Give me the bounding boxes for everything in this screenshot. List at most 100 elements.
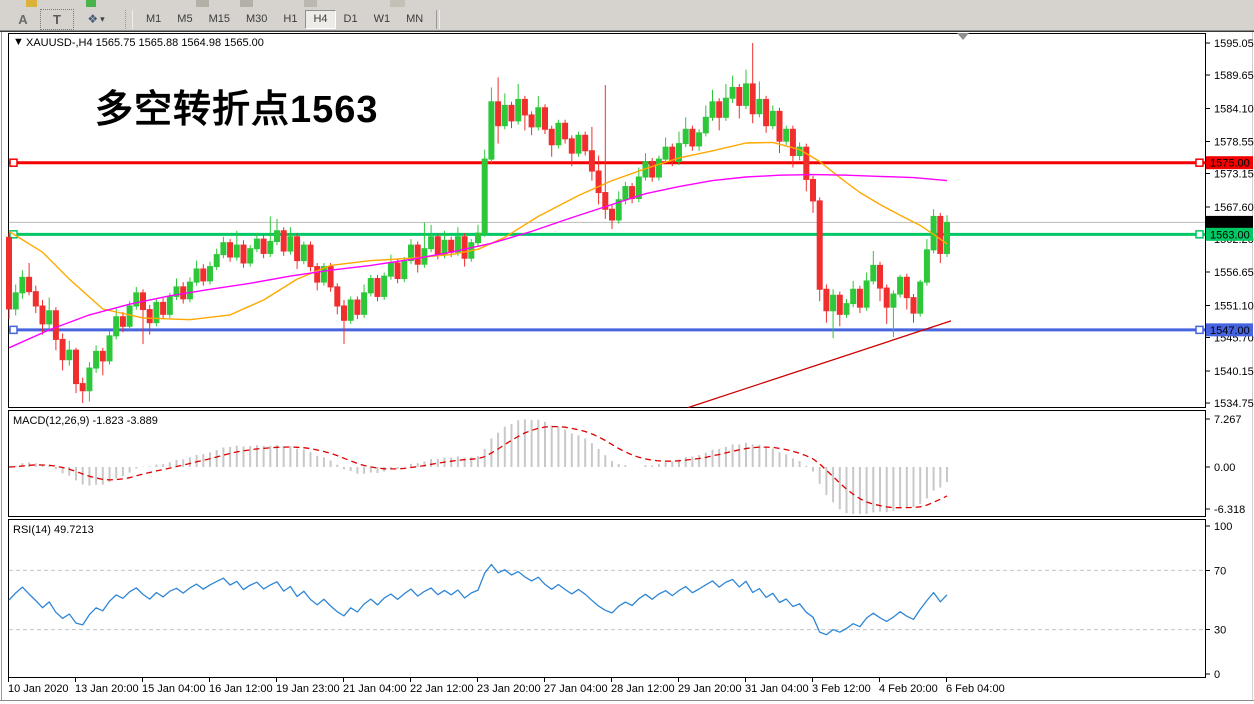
price-tick-label: 1589.65 (1214, 70, 1254, 82)
time-tick-label: 27 Jan 04:00 (544, 683, 608, 695)
candle (287, 227, 294, 255)
candle (562, 119, 569, 144)
candle (903, 273, 910, 310)
pane-macd (8, 410, 1206, 517)
hline-handle[interactable] (1195, 230, 1204, 239)
candle (810, 175, 816, 213)
candle (528, 111, 535, 136)
candle (749, 43, 756, 124)
candle (233, 230, 240, 261)
rsi-title: RSI(14) 49.7213 (13, 524, 94, 536)
candle (334, 283, 341, 315)
timeframe-button-h4[interactable]: H4 (305, 9, 336, 29)
candle (870, 251, 877, 285)
arrow-tool-button[interactable]: A (18, 11, 28, 27)
candle (99, 347, 106, 376)
candle (937, 212, 944, 263)
macd-title: MACD(12,26,9) -1.823 -3.889 (13, 415, 158, 427)
candle (394, 259, 401, 284)
candle (200, 264, 207, 286)
timeframe-button-m30[interactable]: M30 (245, 13, 268, 25)
candle (153, 298, 160, 327)
candle (267, 216, 274, 258)
timeframe-button-m5[interactable]: M5 (177, 13, 193, 25)
timeframe-button-m1[interactable]: M1 (146, 13, 162, 25)
candle (119, 311, 126, 333)
timeframe-button-mn[interactable]: MN (406, 13, 424, 25)
hline-handle[interactable] (9, 325, 18, 335)
candle (655, 155, 662, 181)
trendline[interactable] (688, 320, 952, 409)
time-tick-label: 21 Jan 04:00 (343, 683, 407, 695)
candle (32, 285, 39, 314)
price-badge-label: 1563.00 (1210, 229, 1250, 241)
annotation-text[interactable]: 多空转折点1563 (95, 89, 379, 131)
candle (106, 331, 113, 365)
candle (354, 296, 361, 320)
hline-handle[interactable] (1195, 325, 1204, 335)
arrows-dropdown-button[interactable]: ❖ ▾ (74, 9, 118, 30)
candle (475, 224, 481, 247)
candle (193, 260, 200, 286)
candle (46, 297, 53, 329)
clipped-icon (196, 0, 209, 7)
candle (93, 345, 100, 373)
hline-handle[interactable] (1195, 158, 1204, 167)
time-tick-label: 16 Jan 12:00 (209, 683, 273, 695)
rsi-tick-label: 30 (1214, 625, 1226, 637)
hline-handle[interactable] (9, 158, 18, 167)
candle (722, 83, 729, 121)
macd-tick-label: 7.267 (1214, 414, 1242, 426)
time-tick-label: 23 Jan 20:00 (477, 683, 541, 695)
rsi-tick-label: 100 (1214, 521, 1232, 533)
time-tick-label: 13 Jan 20:00 (75, 683, 139, 695)
candle (341, 300, 347, 345)
candle (830, 289, 837, 339)
timeframe-button-w1[interactable]: W1 (373, 13, 391, 25)
candle (52, 307, 59, 351)
toolbar: A T ❖ ▾ M1 M5 M15 M30 H1 H4 D1 W1 MN (0, 8, 1254, 31)
ma-fast-line (8, 141, 948, 321)
candle (843, 298, 850, 318)
rsi-tick-label: 0 (1214, 669, 1220, 681)
candle (823, 284, 830, 323)
timeframe-button-h1[interactable]: H1 (283, 13, 298, 25)
timeframe-button-d1[interactable]: D1 (343, 13, 358, 25)
candle (542, 104, 548, 135)
candle (555, 119, 562, 149)
candle (716, 98, 723, 131)
ma-slow-line (8, 173, 948, 349)
candle (776, 107, 783, 154)
text-tool-button[interactable]: T (40, 8, 74, 30)
toolbar-separator (436, 9, 441, 29)
candle (856, 285, 863, 314)
candle (146, 304, 153, 335)
candle (220, 236, 227, 259)
time-tick-label: 29 Jan 20:00 (678, 683, 742, 695)
candle (133, 286, 140, 310)
candle (79, 377, 86, 403)
candle (59, 333, 66, 371)
time-tick-label: 28 Jan 12:00 (611, 683, 675, 695)
candle (307, 241, 314, 272)
timeframe-button-m15[interactable]: M15 (208, 13, 230, 25)
symbol-dropdown-icon[interactable]: ▼ (13, 36, 24, 48)
price-badge-label: 1575.00 (1210, 158, 1250, 170)
candle (374, 274, 381, 302)
price-badge-label: 1547.00 (1210, 325, 1250, 337)
candle (381, 272, 388, 301)
time-tick-label: 22 Jan 12:00 (410, 683, 474, 695)
candle (207, 261, 213, 285)
candle (609, 204, 615, 229)
candle (39, 300, 46, 335)
price-badge-label: 1565.00 (1210, 217, 1250, 229)
clipped-icon (304, 0, 317, 7)
candle (113, 308, 120, 340)
price-tick-label: 1567.60 (1214, 202, 1254, 214)
candle (910, 294, 917, 323)
candle (883, 284, 890, 324)
time-tick-label: 15 Jan 04:00 (142, 683, 206, 695)
candle (783, 125, 790, 145)
candle (917, 279, 924, 317)
